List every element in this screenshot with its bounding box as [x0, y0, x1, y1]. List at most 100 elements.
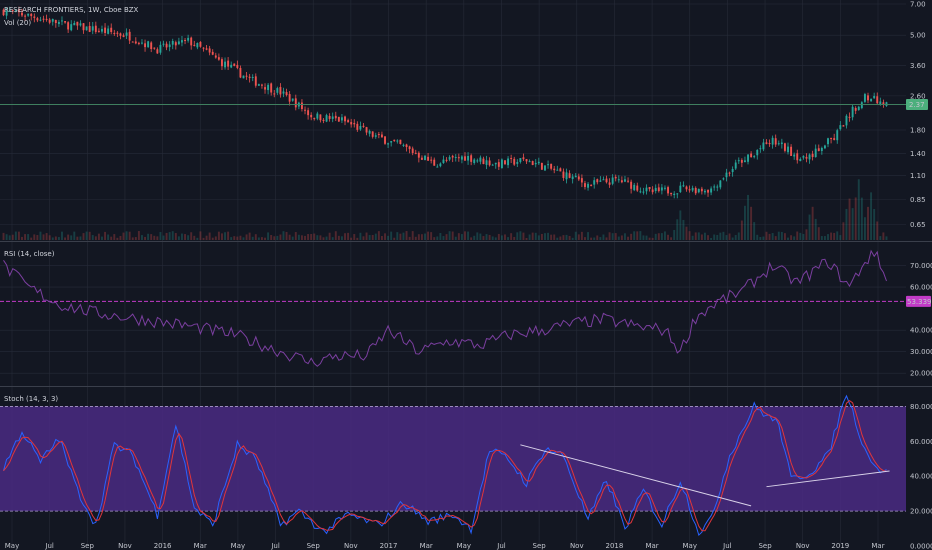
volume-bar	[217, 231, 220, 240]
volume-bar	[82, 233, 85, 240]
volume-bar	[528, 234, 531, 240]
volume-bar	[168, 232, 171, 240]
volume-bar	[17, 231, 20, 240]
candle-body	[211, 51, 214, 55]
volume-bar	[531, 232, 534, 240]
candle-body	[144, 43, 147, 48]
volume-bar	[424, 233, 426, 240]
volume-bar	[202, 237, 205, 240]
candle-body	[193, 44, 196, 46]
volume-bar	[227, 231, 230, 240]
candle-body	[377, 134, 380, 136]
candle-body	[331, 116, 334, 119]
volume-bar	[261, 237, 263, 240]
candle-body	[353, 123, 356, 125]
candle-body	[396, 140, 399, 142]
candle-body	[688, 189, 691, 191]
volume-bar	[411, 231, 414, 240]
candle-body	[128, 31, 131, 41]
volume-bar	[307, 234, 310, 240]
volume-bar	[648, 237, 651, 240]
volume-bar	[11, 234, 14, 240]
candle-body	[728, 172, 731, 174]
x-tick-label: 2017	[380, 542, 398, 550]
volume-bar	[654, 233, 657, 240]
volume-bar	[673, 229, 676, 240]
volume-bar	[97, 233, 100, 240]
volume-bar	[110, 236, 113, 240]
candle-body	[848, 116, 851, 118]
volume-bar	[494, 237, 497, 240]
last-price-tag: 2.37	[906, 98, 928, 110]
volume-bar	[771, 233, 774, 240]
candle-body	[30, 13, 33, 17]
volume-bar	[793, 236, 796, 240]
volume-bar	[688, 231, 691, 240]
volume-bar	[233, 236, 236, 240]
candle-body	[239, 68, 242, 78]
candle-body	[497, 162, 500, 167]
candle-body	[279, 87, 282, 95]
x-tick-label: May	[231, 542, 245, 550]
candle-body	[590, 184, 593, 186]
volume-bar	[842, 222, 845, 240]
volume-bar	[211, 237, 214, 240]
candle-body	[402, 144, 405, 146]
volume-bar	[448, 231, 451, 240]
candle-body	[319, 114, 322, 121]
volume-bar	[750, 206, 753, 240]
x-tick-label: Sep	[81, 542, 95, 550]
volume-bar	[700, 234, 703, 240]
volume-bar	[574, 231, 577, 240]
candle-body	[823, 145, 826, 149]
candle-body	[141, 42, 143, 44]
volume-bar	[716, 234, 719, 240]
candle-body	[399, 139, 402, 144]
volume-bar	[214, 236, 217, 240]
volume-bar	[61, 231, 63, 240]
volume-bar	[679, 210, 682, 240]
volume-bar	[48, 235, 51, 240]
price-tick-label: 1.10	[910, 172, 926, 180]
volume-bar	[719, 232, 722, 240]
candle-body	[854, 107, 857, 111]
volume-bar	[614, 233, 617, 240]
volume-bar	[544, 233, 546, 240]
volume-bar	[156, 236, 159, 240]
candle-body	[654, 187, 657, 192]
candle-body	[507, 158, 510, 166]
volume-bar	[664, 231, 666, 240]
volume-bar	[184, 234, 186, 240]
volume-bar	[337, 235, 340, 240]
candle-body	[282, 91, 285, 94]
candle-body	[196, 42, 199, 48]
volume-bar	[774, 236, 777, 240]
x-tick-label: 2019	[831, 542, 849, 550]
rsi-tick-label: 70.0000	[910, 262, 932, 270]
candle-body	[134, 41, 137, 44]
volume-bar	[144, 236, 147, 240]
trendlines	[520, 444, 890, 507]
volume-bar	[147, 233, 150, 240]
candle-body	[820, 147, 823, 152]
volume-bar	[205, 235, 208, 240]
candle-body	[104, 27, 107, 33]
time-axis: May Jul Sep Nov 2016 Mar May Jul Sep Nov 2017 Mar Ma…	[5, 542, 885, 550]
volume-bar	[725, 235, 728, 240]
price-title: RESEARCH FRONTIERS, 1W, Cboe BZX	[4, 6, 139, 14]
volume-bar	[657, 233, 660, 240]
volume-bar	[340, 236, 343, 240]
candle-body	[617, 179, 620, 181]
volume-bar	[670, 237, 673, 240]
candle-body	[190, 37, 193, 46]
volume-bar	[704, 232, 706, 240]
volume-bar	[141, 235, 143, 240]
volume-bar	[839, 235, 842, 240]
candle-body	[14, 9, 17, 11]
volume-bar	[2, 232, 5, 240]
candle-body	[660, 187, 663, 191]
volume-bar	[328, 232, 331, 240]
rsi-tick-label: 60.0000	[910, 284, 932, 292]
price-axis: 7.00 5.00 3.60 2.60 1.80 1.40 1.10 0.85 0.65	[910, 1, 926, 230]
volume-bar	[743, 205, 746, 240]
